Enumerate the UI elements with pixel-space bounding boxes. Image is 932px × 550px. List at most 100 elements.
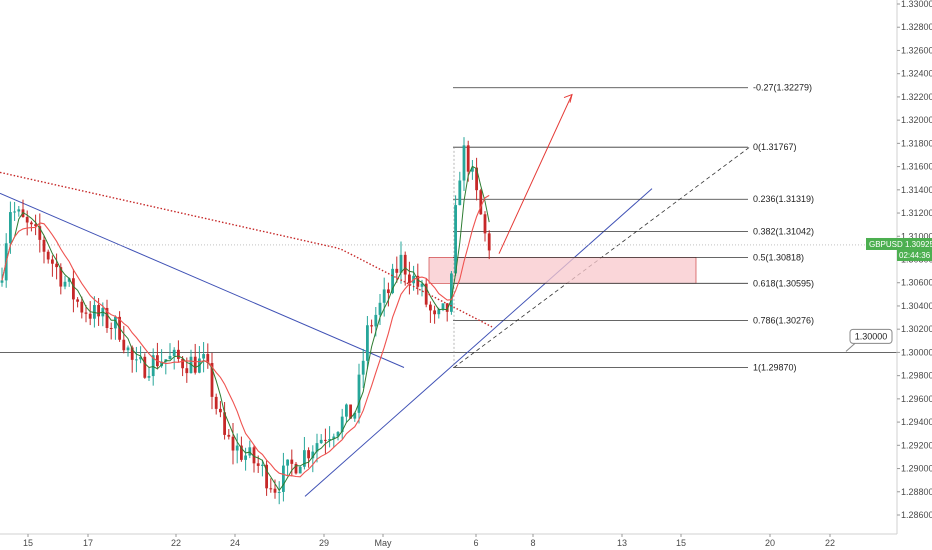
candle-body — [311, 451, 315, 459]
candle-body — [353, 412, 357, 419]
candle-body — [370, 325, 373, 327]
y-tick-label: 1.32800 — [901, 22, 932, 32]
candle-body — [84, 312, 88, 314]
y-tick-label: 1.28800 — [901, 487, 932, 497]
candle-body — [399, 254, 403, 273]
candle-body — [307, 450, 310, 459]
candle-body — [88, 313, 92, 319]
candle-body — [269, 488, 273, 490]
candle-body — [391, 268, 394, 294]
candle-body — [286, 459, 289, 466]
candle-body — [17, 209, 21, 212]
candle-body — [9, 212, 12, 244]
y-tick-label: 1.29200 — [901, 440, 932, 450]
candle-body — [235, 445, 239, 451]
candle-body — [189, 356, 193, 374]
candle-body — [256, 463, 260, 466]
candle-body — [63, 281, 67, 287]
candle-body — [265, 464, 268, 489]
x-tick-label: 29 — [319, 538, 329, 548]
fib-level-label: 0.236(1.31319) — [753, 194, 814, 204]
candle-body — [109, 327, 113, 329]
candle-body — [172, 349, 176, 357]
y-tick-label: 1.29600 — [901, 394, 932, 404]
candle-body — [416, 275, 420, 287]
y-tick-label: 1.30600 — [901, 278, 932, 288]
countdown-box — [897, 249, 932, 261]
candle-body — [298, 466, 302, 474]
candle-body — [424, 283, 428, 305]
candle-body — [59, 267, 63, 287]
x-tick-label: 22 — [171, 538, 181, 548]
candle-body — [261, 464, 264, 466]
candle-body — [210, 362, 214, 397]
x-tick-label: 8 — [530, 538, 535, 548]
candle-body — [105, 307, 109, 328]
candle-body — [479, 190, 483, 215]
y-tick-label: 1.32400 — [901, 69, 932, 79]
candle-body — [487, 233, 491, 251]
candle-body — [177, 349, 180, 359]
y-tick-label: 1.30400 — [901, 301, 932, 311]
moving-averages-layer — [0, 165, 493, 492]
candle-body — [403, 254, 407, 275]
candle-body — [462, 145, 466, 181]
candle-body — [429, 304, 432, 311]
candle-body — [168, 356, 172, 360]
candle-body — [471, 167, 474, 172]
candle-body — [303, 450, 306, 467]
candle-body — [437, 309, 441, 315]
candle-body — [206, 354, 210, 363]
candle-body — [420, 283, 424, 287]
support-label-box — [849, 328, 893, 344]
fib-level-label: -0.27(1.32279) — [753, 83, 812, 93]
candle-body — [114, 316, 117, 329]
candle-body — [374, 314, 378, 327]
candle-body — [223, 412, 226, 435]
fib-level-label: 0.5(1.30818) — [753, 252, 804, 262]
y-tick-label: 1.31800 — [901, 138, 932, 148]
candle-body — [252, 447, 256, 464]
candle-body — [151, 355, 155, 377]
candle-body — [361, 360, 365, 375]
y-tick-label: 1.33000 — [901, 0, 932, 9]
candle-body — [466, 145, 470, 172]
candle-body — [387, 289, 390, 294]
fib-level-label: 0.382(1.31042) — [753, 226, 814, 236]
candle-body — [34, 224, 37, 227]
candle-body — [273, 488, 277, 493]
long-ma-dotted-line — [0, 171, 493, 328]
candle-body — [42, 239, 46, 252]
candle-body — [55, 263, 58, 268]
y-tick-label: 1.30000 — [901, 347, 932, 357]
candle-body — [93, 305, 96, 319]
candle-body — [227, 434, 231, 437]
slow-ma-line — [1, 194, 490, 478]
candle-body — [315, 443, 319, 452]
candle-body — [30, 222, 33, 225]
candle-body — [0, 280, 4, 283]
descending-trendline — [0, 192, 405, 368]
x-tick-label: 15 — [676, 538, 686, 548]
x-tick-label: 17 — [83, 538, 93, 548]
candle-body — [340, 416, 344, 433]
x-tick-label: 24 — [230, 538, 240, 548]
candle-body — [433, 310, 436, 315]
fast-ma-line — [1, 165, 490, 492]
candle-body — [130, 347, 134, 360]
candle-body — [135, 359, 138, 361]
candle-body — [244, 455, 247, 460]
y-tick-label: 1.32200 — [901, 92, 932, 102]
y-tick-label: 1.31400 — [901, 185, 932, 195]
countdown-label: 02:44:36 — [899, 251, 931, 260]
symbol-price-tag: GBPUSD 1.30925 — [869, 240, 932, 249]
candle-body — [366, 325, 369, 361]
candle-body — [382, 289, 386, 303]
candle-body — [458, 180, 462, 206]
candle-body — [160, 361, 163, 367]
candle-body — [185, 368, 189, 374]
candle-body — [408, 274, 411, 284]
candle-body — [126, 347, 130, 351]
